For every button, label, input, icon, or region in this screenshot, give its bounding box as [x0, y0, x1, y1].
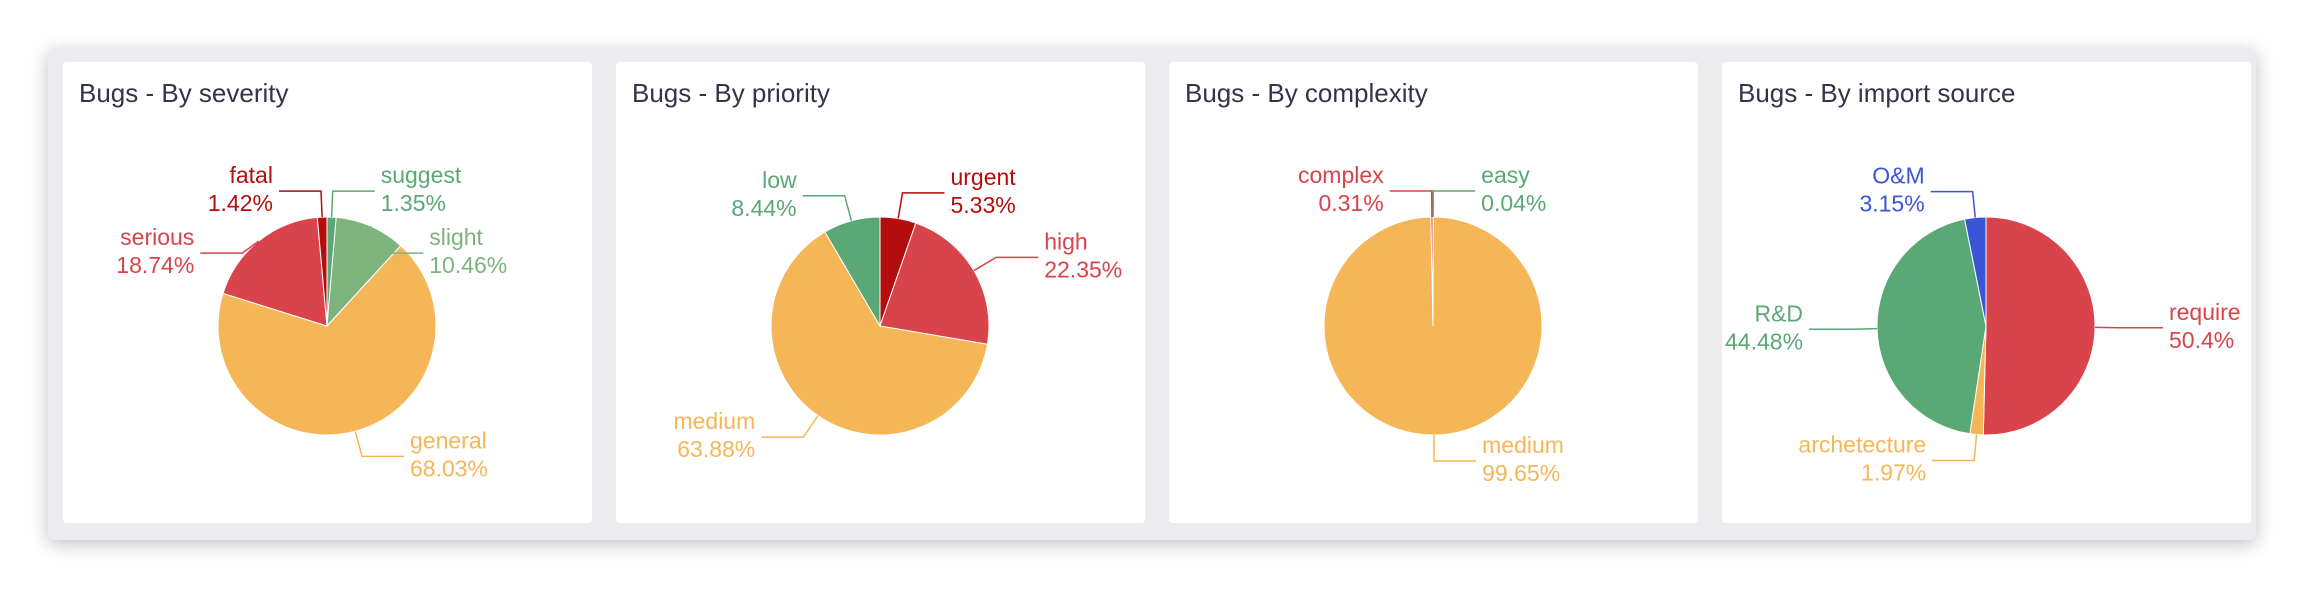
leader-line	[330, 190, 375, 218]
slice-value-label: 44.48%	[1725, 328, 1803, 354]
leader-line	[278, 190, 323, 218]
pie-slice	[824, 216, 881, 328]
slice-label: archetecture	[1798, 432, 1926, 458]
pie-slice	[770, 231, 989, 436]
pie-slice	[217, 244, 437, 436]
chart-title: Bugs - By priority	[632, 78, 830, 108]
slice-value-label: 22.35%	[1044, 256, 1122, 282]
slice-value-label: 63.88%	[677, 436, 755, 462]
slice-value-label: 5.33%	[950, 192, 1015, 218]
pie-slice	[1430, 216, 1434, 327]
slice-value-label: 68.03%	[410, 455, 488, 481]
slice-label: suggest	[381, 162, 462, 188]
leader-line	[1809, 327, 1878, 331]
leader-line	[200, 240, 260, 254]
slice-value-label: 50.4%	[2169, 327, 2234, 353]
leader-line	[1432, 190, 1476, 218]
leader-line	[370, 225, 424, 254]
slice-label: high	[1044, 228, 1087, 254]
dashboard: Bugs - By severity suggest 1.35% slight 10.4…	[48, 48, 2256, 540]
slice-value-label: 18.74%	[116, 252, 194, 278]
pie-slice	[1876, 218, 1987, 435]
slice-label: serious	[120, 224, 194, 250]
pie-slice	[1982, 216, 2096, 436]
slice-value-label: 1.97%	[1861, 460, 1926, 486]
slice-value-label: 99.65%	[1482, 460, 1560, 486]
leader-line	[1930, 190, 1976, 218]
leader-line	[897, 192, 945, 219]
pie-slice	[222, 216, 328, 327]
leader-line	[1932, 434, 1978, 462]
slice-label: medium	[1482, 432, 1564, 458]
pie-slice	[1963, 216, 1987, 327]
chart-title: Bugs - By complexity	[1185, 78, 1428, 108]
slice-label: easy	[1481, 162, 1530, 188]
chart-panel: Bugs - By priority urgent 5.33% high 22.35% m…	[616, 62, 1145, 523]
leader-line	[802, 194, 853, 222]
leader-line	[1433, 434, 1477, 462]
slice-label: urgent	[950, 164, 1016, 190]
slice-value-label: 1.42%	[208, 190, 273, 216]
chart-panel: Bugs - By complexity easy 0.04% medium 99.65…	[1169, 62, 1698, 523]
slice-value-label: 1.35%	[381, 190, 446, 216]
slice-label: O&M	[1872, 163, 1924, 189]
slice-value-label: 10.46%	[429, 252, 507, 278]
slice-label: R&D	[1754, 300, 1803, 326]
slice-label: slight	[429, 224, 483, 250]
pie-slice	[316, 216, 328, 327]
slice-value-label: 0.04%	[1481, 190, 1546, 216]
chart-panel: Bugs - By import source require 50.4% arche…	[1722, 62, 2251, 523]
slice-label: complex	[1298, 162, 1384, 188]
leader-line	[973, 256, 1039, 272]
slice-label: low	[762, 167, 797, 193]
chart-panel: Bugs - By severity suggest 1.35% slight 10.4…	[63, 62, 592, 523]
slice-value-label: 0.31%	[1318, 190, 1383, 216]
leader-line	[761, 415, 819, 438]
leader-line	[354, 431, 405, 458]
slice-label: require	[2169, 299, 2241, 325]
slice-label: medium	[673, 408, 755, 434]
leader-line	[1389, 190, 1433, 218]
slice-label: general	[410, 427, 487, 453]
chart-title: Bugs - By severity	[79, 78, 289, 108]
chart-title: Bugs - By import source	[1738, 78, 2016, 108]
slice-label: fatal	[229, 162, 272, 188]
slice-value-label: 8.44%	[731, 195, 796, 221]
slice-value-label: 3.15%	[1859, 191, 1924, 217]
